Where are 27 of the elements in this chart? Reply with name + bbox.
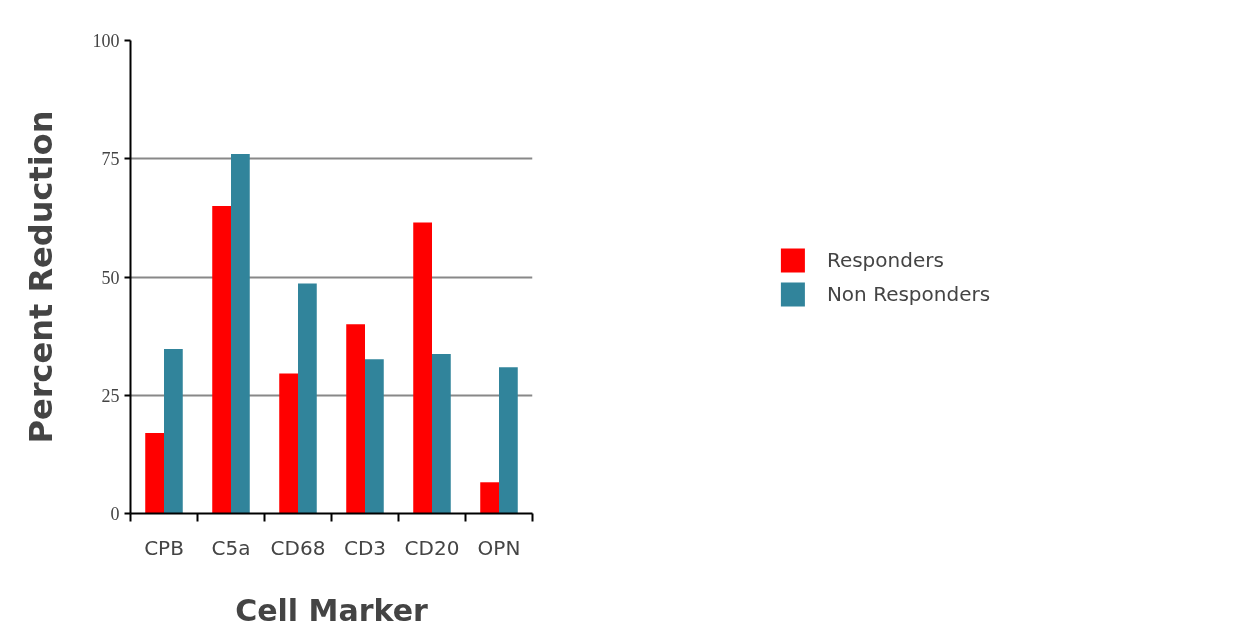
x-tick-label: CPB [144, 535, 184, 560]
legend-label: Responders [826, 247, 944, 272]
x-axis-title: Cell Marker [235, 592, 428, 628]
y-tick-label: 25 [101, 385, 120, 406]
bar [212, 206, 231, 514]
bar [298, 283, 317, 514]
x-tick-label: CD68 [270, 535, 326, 560]
bar [365, 359, 384, 514]
y-axis-title: Percent Reduction [21, 110, 60, 444]
bar [346, 324, 365, 514]
x-tick-label: CD20 [404, 535, 460, 560]
bar [413, 222, 432, 514]
bar [499, 367, 518, 514]
y-tick-label: 50 [101, 267, 120, 288]
bar [432, 354, 451, 514]
bar [480, 482, 499, 514]
x-tick-label: CD3 [343, 535, 387, 560]
legend-label: Non Responders [826, 281, 991, 306]
y-tick-label: 0 [110, 504, 120, 524]
y-tick-label: 75 [101, 149, 120, 170]
bar [279, 373, 298, 514]
x-tick-label: OPN [477, 535, 521, 560]
y-tick-label: 100 [92, 31, 120, 51]
bar [231, 154, 250, 514]
bar [164, 348, 183, 514]
bar [145, 433, 164, 514]
x-tick-label: C5a [211, 535, 251, 560]
